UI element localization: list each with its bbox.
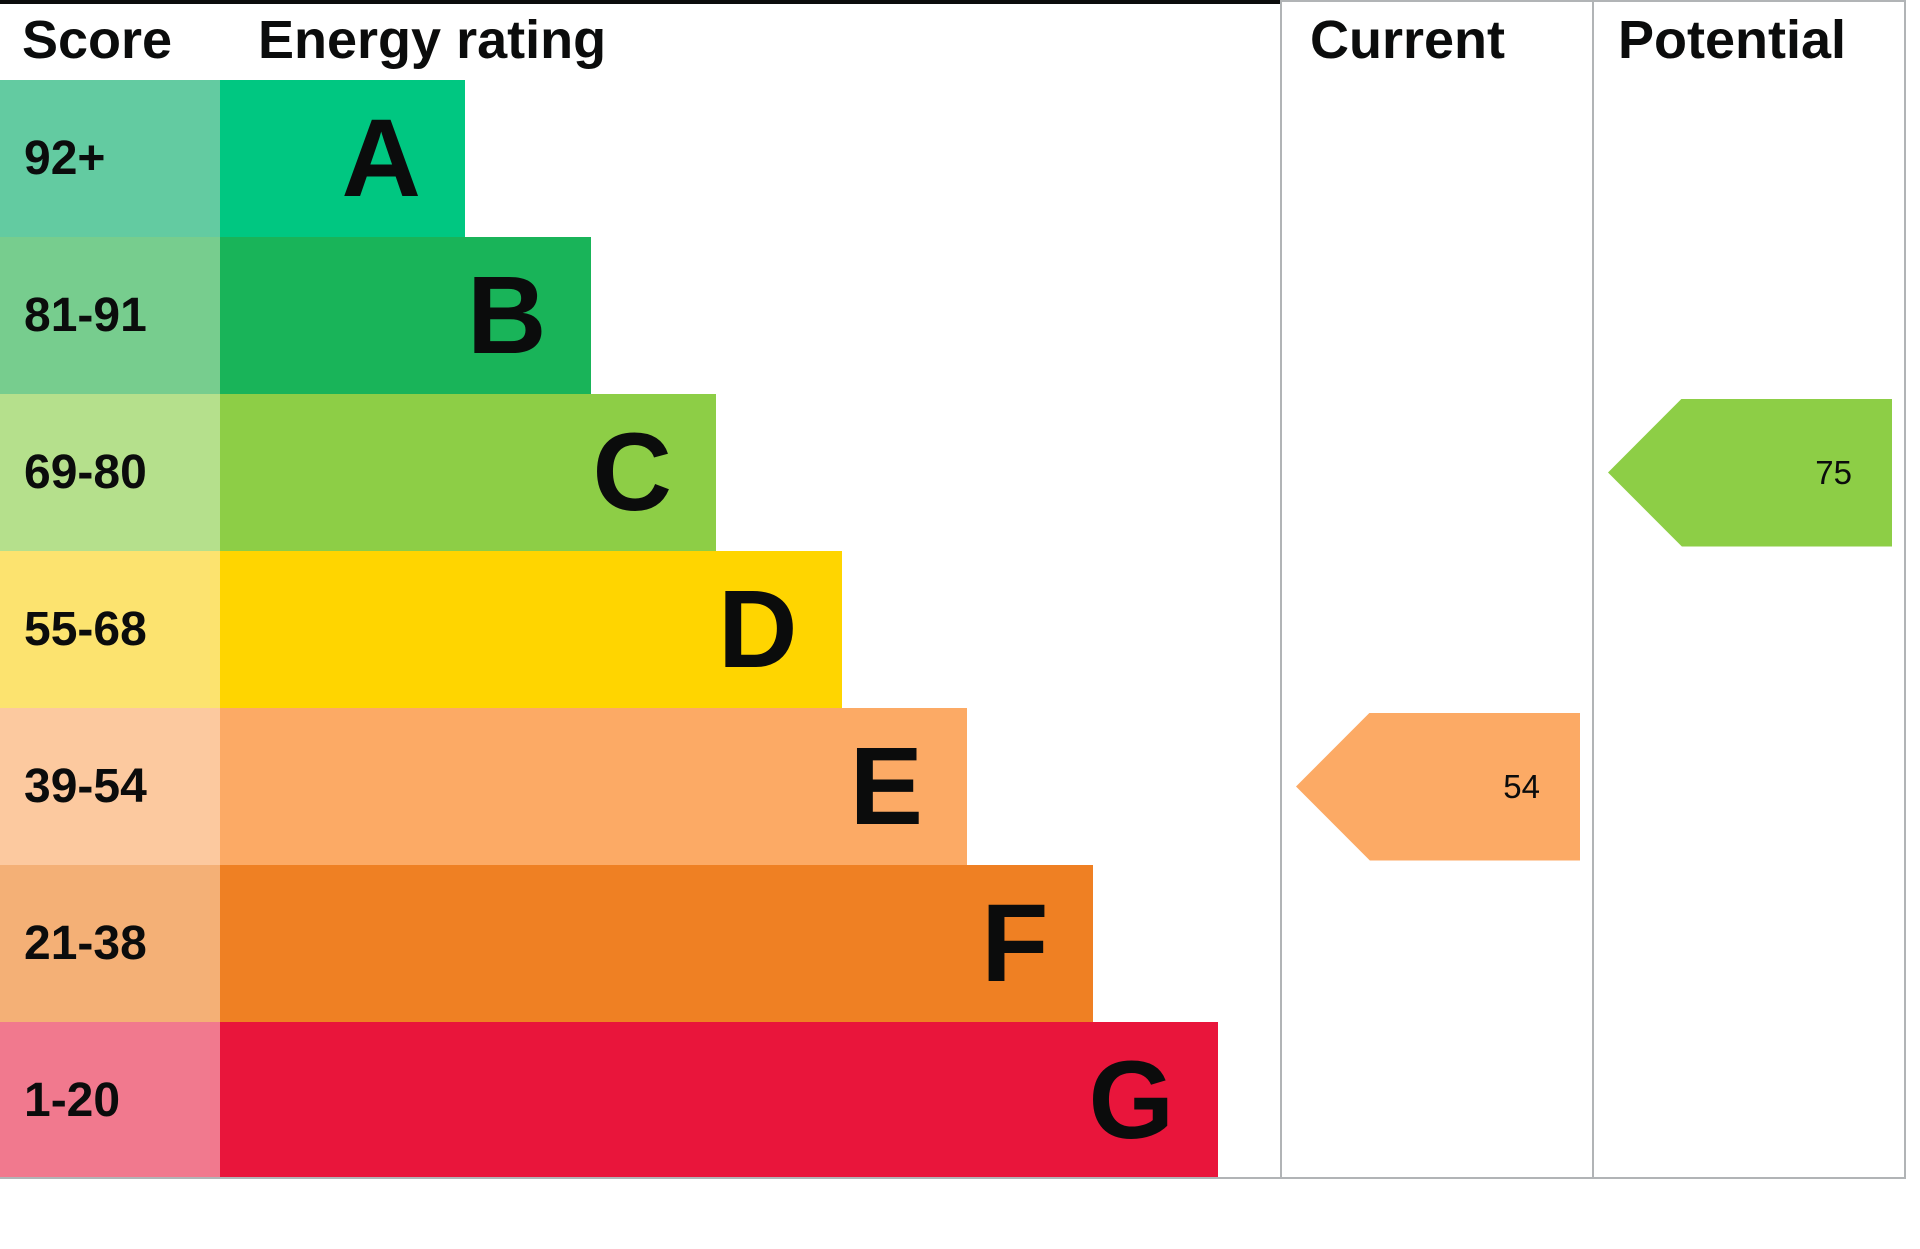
energy-rating-column-header: Energy rating <box>258 10 607 70</box>
score-range-b: 81-91 <box>0 237 220 394</box>
potential-column-header: Potential <box>1618 10 1847 70</box>
band-letter-c: C <box>592 410 672 534</box>
band-row-g: 1-20 G <box>0 1022 1218 1179</box>
band-letter-f: F <box>981 881 1049 1005</box>
score-range-c: 69-80 <box>0 394 220 551</box>
chart-right-border <box>1904 0 1906 1179</box>
score-column-header: Score <box>22 10 173 70</box>
potential-rating-value: 75 <box>1815 453 1852 491</box>
band-letter-e: E <box>849 724 923 848</box>
column-divider-current-potential <box>1592 0 1594 1179</box>
current-rating-arrow: 54 <box>1296 712 1580 861</box>
band-letter-d: D <box>718 567 798 691</box>
band-row-a: 92+ A <box>0 80 1218 237</box>
band-rows: 92+ A 81-91 B 69-80 C 55-68 D 39-54 E 21-38 F 1-20 G <box>0 80 1218 1179</box>
score-range-g: 1-20 <box>0 1022 220 1179</box>
band-bar-d: D <box>220 551 842 708</box>
score-range-d: 55-68 <box>0 551 220 708</box>
chart-top-border <box>0 0 1280 4</box>
band-row-c: 69-80 C <box>0 394 1218 551</box>
potential-rating-arrow: 75 <box>1608 398 1892 547</box>
band-row-b: 81-91 B <box>0 237 1218 394</box>
score-range-f: 21-38 <box>0 865 220 1022</box>
score-range-a: 92+ <box>0 80 220 237</box>
chart-bottom-border <box>0 1177 1906 1179</box>
band-bar-g: G <box>220 1022 1218 1179</box>
current-column-header: Current <box>1310 10 1506 70</box>
band-row-d: 55-68 D <box>0 551 1218 708</box>
band-row-e: 39-54 E <box>0 708 1218 865</box>
band-bar-e: E <box>220 708 967 865</box>
header-row: Score Energy rating Current Potential <box>0 0 1906 80</box>
band-row-f: 21-38 F <box>0 865 1218 1022</box>
band-letter-g: G <box>1088 1038 1174 1162</box>
band-bar-b: B <box>220 237 591 394</box>
band-bar-f: F <box>220 865 1093 1022</box>
score-range-e: 39-54 <box>0 708 220 865</box>
band-bar-c: C <box>220 394 716 551</box>
band-bar-a: A <box>220 80 465 237</box>
current-rating-value: 54 <box>1503 767 1540 805</box>
column-divider-rating-current <box>1280 0 1282 1179</box>
band-letter-b: B <box>467 253 547 377</box>
band-letter-a: A <box>341 96 421 220</box>
